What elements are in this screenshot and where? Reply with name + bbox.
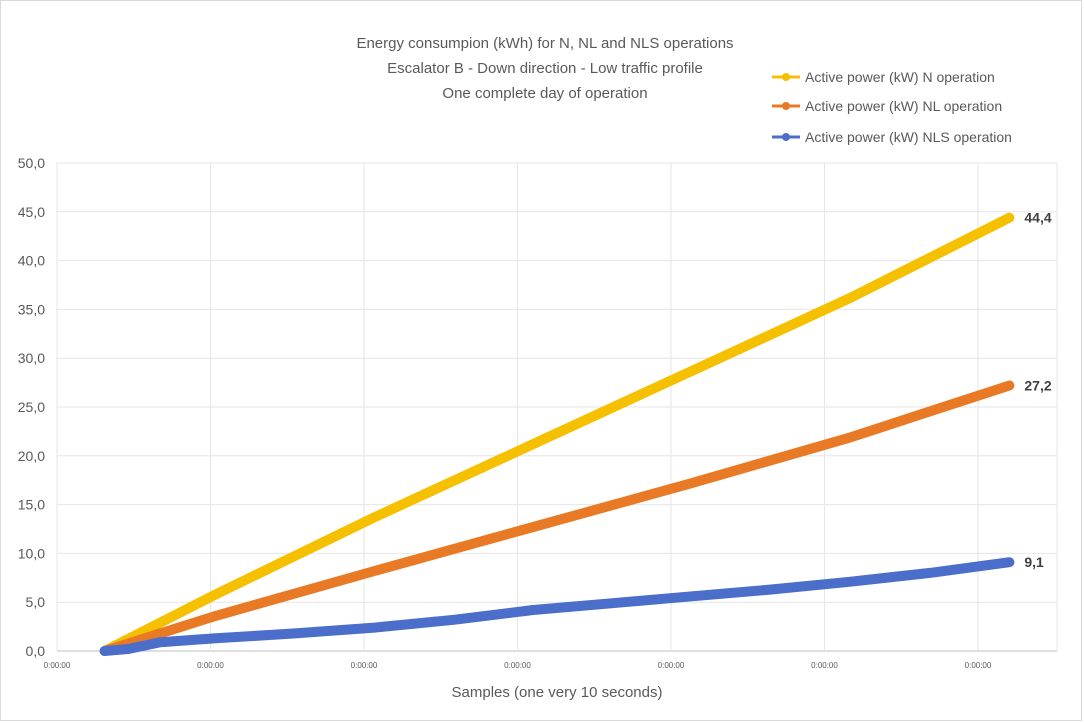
legend-marker-nls: [782, 133, 790, 141]
y-tick-label-7: 35,0: [18, 301, 45, 317]
series-line-0: [99, 212, 1015, 656]
title-line-2: Escalator B - Down direction - Low traff…: [387, 60, 703, 77]
y-tick-label-0: 0,0: [26, 643, 46, 659]
vertical-gridlines: [56, 163, 1058, 651]
y-tick-label-8: 40,0: [18, 253, 45, 269]
y-tick-label-10: 50,0: [18, 155, 45, 171]
legend-marker-nl: [782, 102, 790, 110]
chart-title: Energy consumpion (kWh) for N, NL and NL…: [356, 35, 733, 102]
legend-label-n: Active power (kW) N operation: [805, 69, 995, 85]
y-tick-label-5: 25,0: [18, 399, 45, 415]
title-line-1: Energy consumpion (kWh) for N, NL and NL…: [356, 35, 733, 52]
y-tick-label-6: 30,0: [18, 350, 45, 366]
legend-label-nl: Active power (kW) NL operation: [805, 98, 1002, 114]
legend-label-nls: Active power (kW) NLS operation: [805, 129, 1012, 145]
x-tick-label-6: 0:00:00: [965, 661, 992, 670]
series-line-2: [99, 557, 1015, 656]
end-label-nls: 9,1: [1024, 554, 1044, 570]
end-label-n: 44,4: [1024, 210, 1051, 226]
y-tick-label-3: 15,0: [18, 497, 45, 513]
x-tick-label-5: 0:00:00: [811, 661, 838, 670]
x-tick-label-1: 0:00:00: [197, 661, 224, 670]
legend-item-n: Active power (kW) N operation: [772, 69, 995, 85]
legend-item-nl: Active power (kW) NL operation: [772, 98, 1002, 114]
x-tick-label-2: 0:00:00: [351, 661, 378, 670]
series-layer: [99, 212, 1015, 656]
series-line-1: [99, 380, 1015, 656]
y-tick-label-4: 20,0: [18, 448, 45, 464]
title-line-3: One complete day of operation: [442, 85, 647, 102]
end-labels: 44,4 27,2 9,1: [1024, 210, 1051, 571]
x-axis-ticks: 0:00:00 0:00:00 0:00:00 0:00:00 0:00:00 0:00:…: [44, 661, 992, 670]
x-tick-label-4: 0:00:00: [658, 661, 685, 670]
legend-item-nls: Active power (kW) NLS operation: [772, 129, 1012, 145]
legend-marker-n: [782, 73, 790, 81]
y-axis-ticks: 0,0 5,0 10,0 15,0 20,0 25,0 30,0 35,0 40,0 45,0 50…: [18, 155, 45, 659]
x-tick-label-3: 0:00:00: [504, 661, 531, 670]
end-label-nl: 27,2: [1024, 378, 1051, 394]
y-tick-label-2: 10,0: [18, 545, 45, 561]
y-tick-label-9: 45,0: [18, 204, 45, 220]
x-axis-label: Samples (one very 10 seconds): [452, 684, 663, 701]
legend: Active power (kW) N operation Active pow…: [772, 69, 1012, 145]
x-tick-label-0: 0:00:00: [44, 661, 71, 670]
horizontal-gridlines: [57, 162, 1057, 652]
y-tick-label-1: 5,0: [26, 594, 46, 610]
